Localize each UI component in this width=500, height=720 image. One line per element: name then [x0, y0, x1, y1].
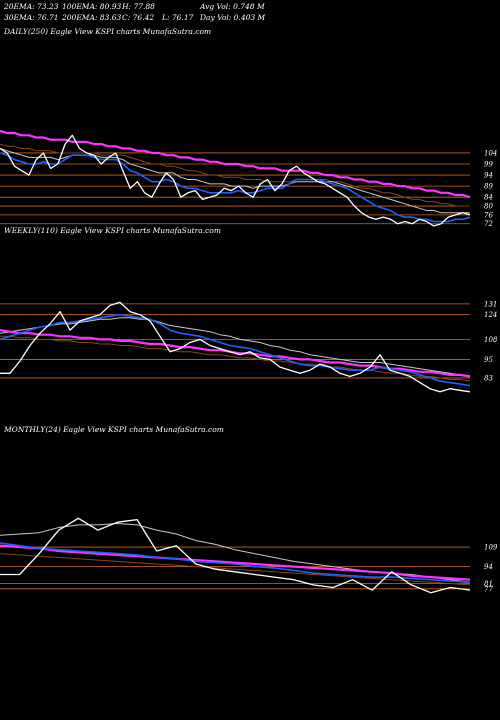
stats-header: 20EMA: 73.23 100EMA: 80.93 H: 77.88 Avg …: [0, 0, 500, 26]
price-series-line: [0, 134, 471, 227]
price-series-line: [0, 517, 471, 594]
level-label-95: 95: [484, 356, 493, 364]
level-label-77: 77: [484, 585, 493, 593]
weekly-panel: WEEKLY(110) Eagle View KSPI charts Munaf…: [0, 226, 500, 411]
ema-brown-series-line: [0, 553, 471, 586]
weekly-chart: 131 124 108 95 83: [0, 300, 498, 393]
level-label-81: 81: [484, 580, 493, 588]
level-label-94: 94: [484, 563, 493, 571]
level-label-104: 104: [484, 149, 497, 157]
ema100-stat: 100EMA: 80.93: [62, 2, 122, 11]
avg-vol-stat: Avg Vol: 0.748 M: [200, 2, 265, 11]
level-label-84: 84: [484, 194, 493, 202]
level-label-108: 108: [484, 336, 498, 344]
level-label-80: 80: [484, 203, 493, 211]
level-label-72: 72: [484, 220, 493, 228]
level-label-124: 124: [484, 311, 497, 319]
close-stat: C: 76.42: [122, 13, 155, 22]
ema-brown-series-line: [0, 335, 471, 382]
ema20-stat: 20EMA: 73.23: [4, 2, 59, 11]
level-label-83: 83: [484, 374, 493, 382]
daily-chart-title: DAILY(250) Eagle View KSPI charts Munafa…: [4, 27, 212, 36]
price-series-line: [0, 301, 471, 393]
level-label-131: 131: [484, 300, 497, 308]
level-label-99: 99: [484, 161, 493, 169]
day-vol-stat: Day Vol: 0.403 M: [200, 13, 266, 22]
level-label-89: 89: [484, 183, 493, 191]
ema-short-series-line: [0, 542, 471, 584]
weekly-chart-title: WEEKLY(110) Eagle View KSPI charts Munaf…: [4, 226, 221, 235]
ema-short-series-line: [0, 313, 471, 387]
ema-short-series-line: [0, 152, 471, 223]
level-label-76: 76: [484, 211, 493, 219]
ema-mid-series-line: [0, 148, 470, 214]
ema-long-series-line: [0, 129, 471, 199]
level-label-94: 94: [484, 172, 493, 180]
ema30-stat: 30EMA: 76.71: [4, 13, 59, 22]
monthly-panel: MONTHLY(24) Eagle View KSPI charts Munaf…: [0, 425, 500, 625]
high-stat: H: 77.88: [122, 2, 155, 11]
ema200-stat: 200EMA: 83.63: [62, 13, 122, 22]
ema-brown-series-line: [0, 143, 470, 207]
monthly-chart-title: MONTHLY(24) Eagle View KSPI charts Munaf…: [4, 425, 224, 434]
level-label-109: 109: [484, 544, 498, 552]
daily-panel: DAILY(250) Eagle View KSPI charts Munafa…: [0, 27, 500, 242]
low-stat: L: 76.17: [162, 13, 194, 22]
ema-long-series-line: [0, 544, 471, 581]
